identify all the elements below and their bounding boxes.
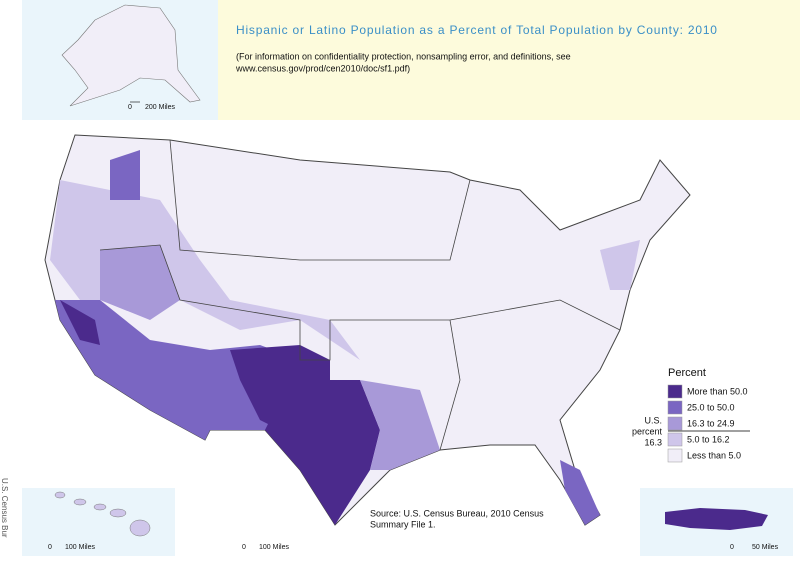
us-value: 16.3 — [644, 437, 662, 447]
scale-label: 100 Miles — [259, 544, 289, 551]
scale-label: 100 Miles — [65, 544, 95, 551]
florida-region — [560, 460, 600, 525]
scale-bar: 0 100 Miles — [48, 544, 95, 551]
legend-label: Less than 5.0 — [687, 450, 741, 460]
side-text: U.S. Census Bur — [0, 478, 9, 538]
title: Hispanic or Latino Population as a Perce… — [236, 23, 718, 37]
note-line: (For information on confidentiality prot… — [236, 51, 571, 61]
scale-label: 0 — [128, 104, 132, 111]
west-region — [50, 180, 360, 360]
us-label: U.S. — [644, 415, 662, 425]
scale-label: 50 Miles — [752, 544, 779, 551]
source: Source: U.S. Census Bureau, 2010 Census — [370, 508, 544, 518]
nevada-region — [100, 245, 180, 320]
scale-label: 200 Miles — [145, 104, 175, 111]
legend-swatch — [667, 384, 683, 399]
scale-bar: 0 200 Miles — [128, 101, 175, 111]
legend-label: 5.0 to 16.2 — [687, 434, 730, 444]
hawaii-islands — [54, 491, 151, 537]
puerto-rico-shape — [665, 508, 768, 530]
state-border — [449, 299, 621, 331]
legend-label: More than 50.0 — [687, 386, 748, 396]
scale-label: 0 — [242, 544, 246, 551]
legend-swatch — [667, 448, 683, 463]
california-central — [60, 300, 100, 345]
scale-label: 0 — [48, 544, 52, 551]
legend-label: 16.3 to 24.9 — [687, 418, 735, 428]
east-texas-region — [360, 380, 440, 470]
source: Summary File 1. — [370, 519, 436, 529]
title-box — [218, 0, 800, 120]
us-map — [44, 134, 691, 526]
scale-label: 0 — [730, 544, 734, 551]
legend-swatch — [667, 400, 683, 415]
alaska-shape — [61, 4, 201, 107]
northeast-region — [600, 240, 640, 290]
south-texas-region — [265, 380, 380, 525]
hawaii-inset — [22, 488, 175, 556]
washington-region — [110, 150, 140, 200]
us-label: percent — [632, 426, 663, 436]
state-border — [169, 139, 471, 261]
scale-bar: 0 100 Miles — [242, 544, 289, 551]
scale-bar: 0 50 Miles — [730, 544, 779, 551]
legend-title: Percent — [668, 367, 706, 379]
legend: Percent U.S. percent 16.3 More than 50.0… — [632, 367, 750, 463]
legend-swatch — [667, 416, 683, 431]
state-border — [99, 244, 461, 451]
legend-label: 25.0 to 50.0 — [687, 402, 735, 412]
legend-swatch — [667, 432, 683, 447]
note-line: www.census.gov/prod/cen2010/doc/sf1.pdf) — [235, 63, 410, 73]
